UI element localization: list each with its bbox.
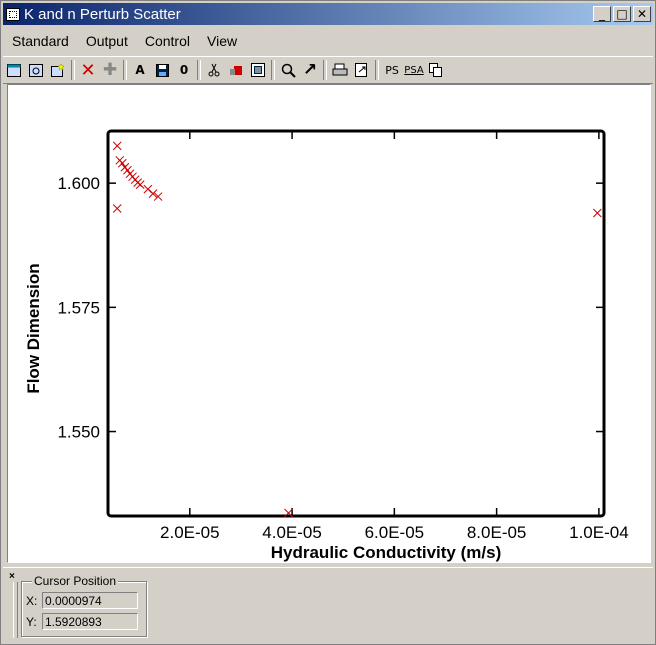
menu-view[interactable]: View bbox=[207, 33, 238, 49]
ps-icon[interactable]: PS bbox=[385, 63, 399, 77]
print-icon[interactable] bbox=[329, 59, 351, 81]
app-icon[interactable] bbox=[6, 7, 20, 21]
toolbar-separator bbox=[323, 60, 327, 80]
x-tick-label: 8.0E-05 bbox=[467, 523, 527, 542]
text-icon[interactable]: A bbox=[135, 63, 145, 77]
cursor-x-field: 0.0000974 bbox=[42, 592, 138, 609]
data-point bbox=[117, 158, 127, 168]
y-axis-label: Flow Dimension bbox=[24, 263, 43, 393]
save-icon[interactable] bbox=[151, 59, 173, 81]
plot-frame bbox=[106, 129, 606, 518]
cut-icon[interactable] bbox=[203, 59, 225, 81]
data-point bbox=[112, 204, 122, 213]
data-point bbox=[112, 141, 122, 151]
export-icon[interactable] bbox=[351, 59, 373, 81]
x-tick-label: 1.0E-04 bbox=[569, 523, 629, 542]
y-tick-label: 1.600 bbox=[57, 174, 100, 193]
x-axis-label: Hydraulic Conductivity (m/s) bbox=[271, 543, 501, 562]
menu-bar: Standard Output Control View bbox=[3, 29, 653, 53]
y-tick-label: 1.575 bbox=[57, 298, 100, 317]
copy-icon[interactable] bbox=[425, 59, 447, 81]
toolbar-separator bbox=[71, 60, 75, 80]
cursor-x-row: X: 0.0000974 bbox=[26, 592, 138, 609]
menu-output[interactable]: Output bbox=[85, 33, 128, 49]
window-controls: _ □ ✕ bbox=[593, 6, 651, 22]
toolbar-separator bbox=[271, 60, 275, 80]
toolbar-separator bbox=[123, 60, 127, 80]
scatter-chart: 2.0E-05 4.0E-05 6.0E-05 8.0E-05 1.0E-04 1.550… bbox=[24, 129, 629, 562]
new-plot-icon[interactable] bbox=[47, 59, 69, 81]
panel-close-icon[interactable]: × bbox=[9, 571, 15, 582]
data-point bbox=[153, 192, 163, 201]
cursor-y-field: 1.5920893 bbox=[42, 613, 138, 630]
plot-area[interactable]: 2.0E-05 4.0E-05 6.0E-05 8.0E-05 1.0E-04 1.550… bbox=[7, 84, 651, 563]
cursor-panel: × Cursor Position X: 0.0000974 Y: 1.5920… bbox=[3, 567, 653, 643]
data-point bbox=[135, 180, 145, 190]
cursor-y-label: Y: bbox=[26, 614, 37, 629]
cursor-position-legend: Cursor Position bbox=[32, 574, 119, 588]
close-button[interactable]: ✕ bbox=[633, 6, 651, 22]
maximize-button[interactable]: □ bbox=[613, 6, 631, 22]
zero-icon[interactable]: 0 bbox=[179, 63, 189, 77]
x-tick-label: 6.0E-05 bbox=[365, 523, 425, 542]
erase-icon[interactable] bbox=[225, 59, 247, 81]
data-point bbox=[148, 189, 158, 198]
add-icon[interactable]: ✚ bbox=[102, 60, 118, 80]
cursor-y-row: Y: 1.5920893 bbox=[26, 613, 138, 630]
new-window-icon[interactable] bbox=[3, 59, 25, 81]
menu-standard[interactable]: Standard bbox=[12, 33, 69, 49]
x-tick-label: 2.0E-05 bbox=[160, 523, 220, 542]
cursor-x-label: X: bbox=[26, 593, 38, 608]
arrow-icon[interactable]: ↗ bbox=[302, 60, 318, 80]
toolbar-separator bbox=[375, 60, 379, 80]
psa-icon[interactable]: PSA bbox=[404, 64, 424, 76]
cursor-position-group: Cursor Position X: 0.0000974 Y: 1.592089… bbox=[21, 574, 147, 637]
data-point bbox=[592, 208, 602, 218]
menu-control[interactable]: Control bbox=[144, 33, 190, 49]
refresh-icon[interactable] bbox=[25, 59, 47, 81]
minimize-button[interactable]: _ bbox=[593, 6, 611, 22]
x-tick-label: 4.0E-05 bbox=[262, 523, 322, 542]
window-title: K and n Perturb Scatter bbox=[24, 5, 181, 23]
panel-grip[interactable] bbox=[13, 582, 18, 638]
y-tick-label: 1.550 bbox=[57, 423, 100, 442]
zoom-icon[interactable] bbox=[277, 59, 299, 81]
toolbar-separator bbox=[197, 60, 201, 80]
data-point bbox=[284, 508, 293, 518]
toolbar: ✕ ✚ A 0 ↗ PS PSA bbox=[3, 56, 653, 84]
title-bar[interactable]: K and n Perturb Scatter _ □ ✕ bbox=[3, 3, 653, 25]
delete-icon[interactable]: ✕ bbox=[80, 59, 96, 81]
properties-icon[interactable] bbox=[247, 59, 269, 81]
